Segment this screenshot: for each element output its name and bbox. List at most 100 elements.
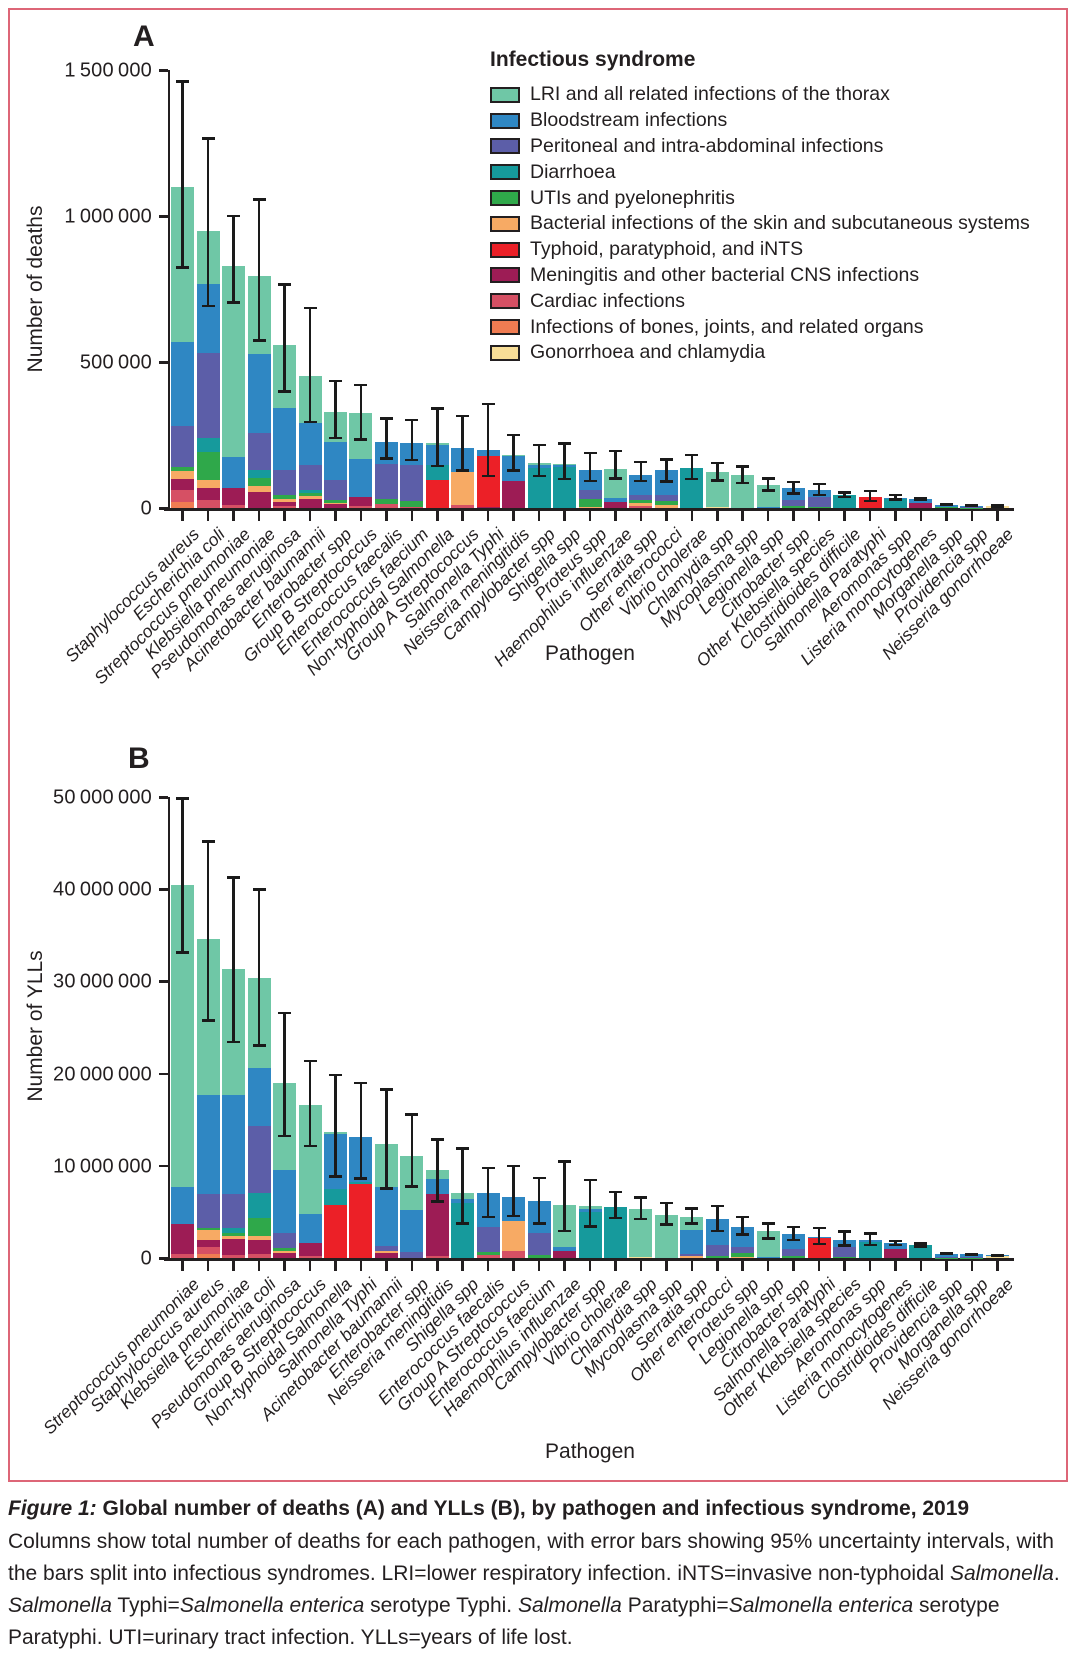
error-bar-cap-top	[481, 1166, 495, 1170]
error-bar-line	[486, 1166, 490, 1219]
x-tick-mark	[741, 1260, 744, 1271]
bar-segment-typ	[425, 479, 449, 508]
error-bar-line	[181, 797, 184, 954]
error-bar-line	[563, 442, 566, 481]
y-tick-mark	[158, 361, 168, 364]
bar-segment-skin	[680, 1256, 704, 1258]
legend-item-label: Typhoid, paratyphoid, and iNTS	[530, 238, 804, 261]
bar-segment-card	[222, 1255, 246, 1258]
error-bar-cap-top	[608, 1190, 622, 1194]
x-tick-mark	[359, 510, 363, 521]
legend-swatch-card	[490, 293, 520, 310]
x-tick-mark	[716, 1260, 719, 1271]
bar-segment-bsi	[171, 341, 195, 427]
bar-segment-intra	[374, 1246, 398, 1251]
error-bar-cap-bottom	[532, 474, 546, 478]
x-tick-mark	[817, 1260, 821, 1271]
y-axis-line	[167, 70, 170, 511]
x-tick-mark	[996, 510, 999, 521]
bar-segment-cns	[196, 1239, 220, 1247]
error-bar-cap-bottom	[252, 1044, 266, 1047]
x-tick-mark	[385, 1260, 388, 1271]
error-bar-cap-bottom	[379, 457, 393, 460]
error-bar-line	[741, 1215, 744, 1236]
bar-segment-uti	[323, 500, 347, 503]
bar-segment-intra	[807, 497, 831, 507]
error-bar-line	[792, 480, 795, 495]
x-tick-mark	[512, 1260, 515, 1271]
pathogen-bar	[603, 469, 627, 508]
bar-segment-bsi	[756, 507, 780, 508]
error-bar-line	[206, 137, 210, 308]
caption-text-segment: Salmonella enterica	[728, 1594, 914, 1617]
panel-a-x-axis-title: Pathogen	[545, 642, 635, 665]
bar-segment-cns	[603, 502, 627, 508]
bar-segment-skin	[222, 1235, 246, 1239]
bar-segment-uti	[731, 1253, 755, 1258]
error-bar-cap-top	[863, 1232, 877, 1235]
bar-segment-typ	[349, 1184, 373, 1258]
bar-segment-uti	[273, 494, 297, 500]
error-bar-line	[716, 461, 719, 482]
bar-segment-bsi	[909, 499, 933, 503]
bar-segment-intra	[171, 426, 195, 468]
bar-segment-card	[476, 1255, 500, 1258]
error-bar-cap-top	[583, 451, 597, 455]
error-bar-cap-top	[278, 1011, 292, 1015]
x-tick-mark	[792, 1260, 795, 1271]
panel-b-x-axis-title: Pathogen	[545, 1440, 635, 1463]
x-tick-mark	[741, 510, 744, 521]
pathogen-bar	[909, 499, 933, 508]
bar-segment-uti	[807, 506, 831, 508]
error-bar-cap-top	[227, 214, 241, 218]
error-bar-line	[283, 1011, 286, 1138]
error-bar-cap-bottom	[736, 481, 750, 485]
pathogen-bar	[833, 494, 857, 508]
pathogen-bar	[196, 230, 220, 508]
legend-item: Bacterial infections of the skin and sub…	[490, 211, 1030, 237]
bar-segment-bsi	[323, 441, 347, 480]
bar-segment-cns	[171, 1223, 195, 1255]
x-tick-mark	[868, 1260, 872, 1271]
x-tick-mark	[919, 510, 923, 521]
x-tick-mark	[486, 1260, 490, 1271]
error-bar-cap-top	[914, 496, 928, 500]
error-bar-cap-top	[176, 80, 190, 83]
error-bar-cap-bottom	[914, 498, 928, 501]
error-bar-cap-bottom	[965, 1252, 979, 1256]
error-bar-line	[716, 1204, 719, 1233]
bar-segment-card	[196, 1246, 220, 1255]
error-bar-cap-top	[201, 137, 215, 140]
x-tick-mark	[970, 1260, 974, 1271]
legend-item-label: Meningitis and other bacterial CNS infec…	[530, 263, 920, 286]
x-tick-mark	[588, 510, 592, 521]
bar-segment-cns	[909, 502, 933, 508]
bar-segment-cns	[425, 1194, 449, 1257]
x-tick-mark	[614, 1260, 617, 1271]
pathogen-bar	[323, 1131, 347, 1258]
error-bar-line	[817, 1226, 821, 1246]
error-bar-cap-bottom	[787, 1238, 801, 1242]
legend-item-label: Diarrhoea	[530, 160, 616, 183]
error-bar-line	[843, 1230, 846, 1247]
bar-segment-cns	[247, 1240, 271, 1255]
error-bar-cap-bottom	[278, 390, 292, 393]
error-bar-line	[894, 493, 897, 501]
y-tick-mark	[158, 1164, 168, 1168]
caption-text-segment: Salmonella	[949, 1562, 1054, 1585]
error-bar-cap-bottom	[659, 1223, 673, 1226]
error-bar-line	[181, 80, 184, 269]
error-bar-cap-top	[659, 458, 673, 461]
error-bar-line	[665, 1201, 668, 1226]
error-bar-cap-bottom	[201, 1019, 215, 1022]
error-bar-line	[614, 1190, 617, 1220]
x-tick-mark	[894, 1260, 897, 1271]
error-bar-line	[206, 840, 210, 1022]
bar-segment-skin	[196, 479, 220, 488]
x-axis-line	[164, 508, 1014, 511]
y-tick-label: 0	[140, 1247, 152, 1270]
error-bar-cap-top	[379, 1088, 393, 1091]
error-bar-cap-top	[303, 1059, 317, 1063]
bar-segment-bsi	[883, 1243, 907, 1249]
bar-segment-lri	[629, 1209, 653, 1258]
